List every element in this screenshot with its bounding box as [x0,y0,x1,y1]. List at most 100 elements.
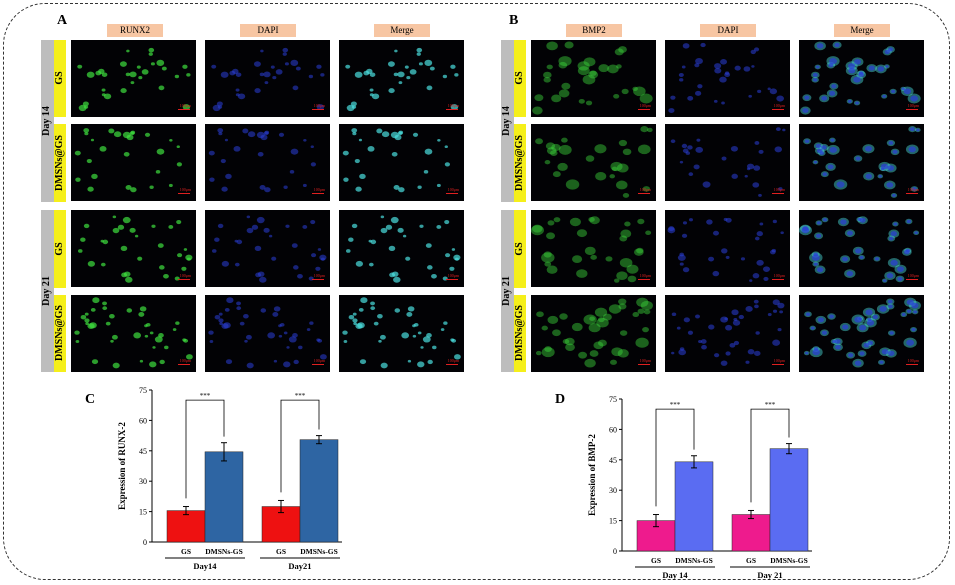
y-tick-label: 75 [139,386,147,395]
micrograph-bmp2: 100μm [531,295,656,372]
scale-bar [312,364,324,365]
scale-bar [772,193,784,194]
y-tick-label: 0 [613,547,617,556]
micrograph-dapi: 100μm [205,210,330,287]
micrograph-merge: 100μm [339,40,464,117]
micrograph-dapi: 100μm [665,210,790,287]
category-label: GS [746,556,756,565]
bar-dmsns-gs [299,439,339,543]
scale-label: 100μm [179,103,191,108]
y-tick-label: 15 [609,517,617,526]
micrograph-merge: 100μm [339,210,464,287]
micrograph-dapi: 100μm [205,124,330,201]
micrograph-dapi: 100μm [665,124,790,201]
figure-frame [3,3,950,580]
scale-label: 100μm [639,187,651,192]
scale-bar [638,109,650,110]
scale-bar [772,109,784,110]
scale-bar [906,109,918,110]
group-label-dmsns: DMSNs@GS [54,305,65,361]
group-label-gs: GS [54,71,65,85]
category-label: GS [181,547,191,556]
scale-label: 100μm [313,273,325,278]
group-strip [514,40,526,117]
group-strip [54,295,66,372]
y-tick-label: 30 [609,486,617,495]
micrograph-bmp2: 100μm [531,40,656,117]
scale-label: 100μm [773,273,785,278]
scale-bar [772,279,784,280]
scale-label: 100μm [639,103,651,108]
micrograph-bmp2: 100μm [531,124,656,201]
header-merge-b: Merge [834,24,890,37]
micrograph-merge: 100μm [799,40,924,117]
scale-label: 100μm [773,187,785,192]
scale-bar [446,109,458,110]
micrograph-merge: 100μm [339,295,464,372]
y-axis-label: Expression of RUNX-2 [117,422,127,510]
bar-dmsns-gs [204,451,244,543]
header-runx2: RUNX2 [107,24,163,37]
group-strip [514,210,526,288]
group-label-gs: GS [514,242,525,256]
micrograph-merge: 100μm [799,210,924,287]
micrograph-runx2: 100μm [71,40,196,117]
group-label-gs: GS [514,71,525,85]
scale-label: 100μm [179,273,191,278]
scale-label: 100μm [313,358,325,363]
scale-bar [178,364,190,365]
group-label-dmsns: DMSNs@GS [54,135,65,191]
scale-bar [446,279,458,280]
bar-gs [731,514,771,552]
group-strip [54,124,66,202]
day-strip-a-21 [41,210,54,372]
scale-bar [312,193,324,194]
micrograph-merge: 100μm [799,124,924,201]
scale-bar [178,193,190,194]
micrograph-dapi: 100μm [205,40,330,117]
micrograph-runx2: 100μm [71,124,196,201]
group-label: Day21 [288,561,311,571]
scale-label: 100μm [907,273,919,278]
y-tick-label: 30 [139,477,147,486]
day-strip-b-21 [501,210,514,372]
header-merge-a: Merge [374,24,430,37]
scale-bar [446,193,458,194]
bar-dmsns-gs [674,461,714,552]
day-strip-b-14 [501,40,514,202]
scale-bar [906,364,918,365]
bar-dmsns-gs [769,448,809,552]
significance-bracket [750,408,790,503]
scale-label: 100μm [639,358,651,363]
scale-bar [638,364,650,365]
group-label: Day 21 [757,570,782,580]
micrograph-dapi: 100μm [665,40,790,117]
category-label: DMSNs-GS [300,547,338,556]
scale-bar [178,109,190,110]
y-tick-label: 15 [139,508,147,517]
significance-label: *** [670,401,681,409]
panel-label-b: B [509,13,519,28]
day-label-b-14: Day 14 [501,106,512,136]
header-dapi-b: DAPI [700,24,756,37]
micrograph-dapi: 100μm [665,295,790,372]
y-tick-label: 45 [609,456,617,465]
micrograph-dapi: 100μm [205,295,330,372]
panel-label-a: A [57,13,68,28]
group-strip [54,210,66,288]
micrograph-merge: 100μm [799,295,924,372]
scale-label: 100μm [447,187,459,192]
significance-bracket [185,399,225,499]
y-tick-label: 60 [139,416,147,425]
scale-label: 100μm [773,103,785,108]
group-label: Day14 [193,561,217,571]
scale-bar [312,279,324,280]
category-label: DMSNs-GS [675,556,713,565]
y-tick-label: 45 [139,447,147,456]
category-label: DMSNs-GS [770,556,808,565]
day-strip-a-14 [41,40,54,202]
scale-bar [638,193,650,194]
scale-bar [178,279,190,280]
scale-label: 100μm [179,358,191,363]
y-tick-label: 75 [609,395,617,404]
